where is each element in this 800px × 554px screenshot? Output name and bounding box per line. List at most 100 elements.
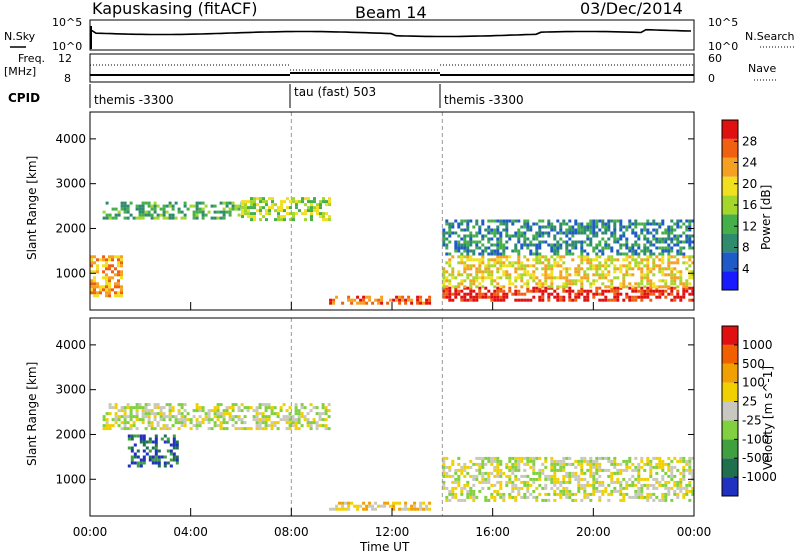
heatmap-cell [535, 258, 539, 262]
heatmap-cell [610, 231, 614, 235]
heatmap-cell [664, 295, 668, 299]
heatmap-cell [448, 234, 452, 238]
heatmap-cell [213, 204, 217, 208]
heatmap-cell [685, 483, 689, 487]
heatmap-cell [571, 240, 575, 244]
heatmap-cell [634, 495, 638, 499]
heatmap-cell [679, 225, 683, 229]
colorbar-swatch [722, 477, 738, 496]
heatmap-cell [445, 219, 449, 223]
station-title: Kapuskasing (fitACF) [92, 0, 257, 18]
heatmap-cell [204, 213, 208, 217]
heatmap-cell [114, 415, 118, 419]
heatmap-cell [610, 261, 614, 265]
heatmap-cell [156, 204, 160, 208]
heatmap-cell [559, 243, 563, 247]
heatmap-cell [646, 289, 650, 293]
heatmap-cell [460, 492, 464, 496]
heatmap-cell [466, 273, 470, 277]
heatmap-cell [535, 276, 539, 280]
heatmap-cell [565, 489, 569, 493]
heatmap-cell [586, 459, 590, 463]
heatmap-cell [595, 270, 599, 274]
heatmap-cell [347, 501, 351, 505]
heatmap-cell [111, 264, 114, 268]
heatmap-cell [685, 489, 689, 493]
heatmap-cell [637, 222, 641, 226]
heatmap-cell [445, 243, 449, 247]
heatmap-cell [598, 498, 602, 502]
heatmap-cell [508, 474, 512, 478]
heatmap-cell [673, 474, 677, 478]
heatmap-cell [661, 285, 665, 289]
heatmap-cell [481, 243, 485, 247]
heatmap-cell [661, 237, 665, 241]
heatmap-cell [499, 261, 503, 265]
heatmap-cell [138, 216, 142, 220]
heatmap-cell [622, 243, 626, 247]
heatmap-cell [120, 285, 123, 289]
heatmap-cell [117, 261, 120, 265]
heatmap-cell [484, 234, 488, 238]
heatmap-cell [532, 279, 536, 283]
heatmap-cell [428, 298, 432, 302]
heatmap-cell [622, 273, 626, 277]
heatmap-cell [577, 279, 581, 283]
heatmap-cell [514, 468, 518, 472]
heatmap-cell [664, 282, 668, 286]
heatmap-cell [640, 298, 644, 302]
heatmap-cell [511, 471, 515, 475]
heatmap-cell [655, 289, 659, 293]
heatmap-cell [673, 286, 677, 290]
heatmap-cell [631, 474, 635, 478]
heatmap-cell [658, 483, 662, 487]
heatmap-cell [493, 495, 497, 499]
heatmap-cell [250, 203, 253, 207]
heatmap-cell [285, 418, 289, 422]
heatmap-cell [670, 282, 674, 286]
heatmap-cell [277, 212, 280, 216]
heatmap-cell [613, 258, 617, 262]
heatmap-cell [219, 216, 223, 220]
heatmap-cell [691, 289, 695, 293]
heatmap-cell [469, 267, 473, 271]
heatmap-cell [676, 285, 680, 289]
heatmap-cell [310, 212, 313, 216]
heatmap-cell [147, 424, 151, 428]
heatmap-cell [499, 486, 503, 490]
heatmap-cell [162, 415, 166, 419]
heatmap-cell [105, 288, 108, 292]
heatmap-cell [646, 477, 650, 481]
heatmap-cell [610, 471, 614, 475]
heatmap-cell [413, 501, 417, 505]
heatmap-cell [163, 434, 167, 438]
heatmap-cell [661, 474, 665, 478]
heatmap-cell [514, 246, 518, 250]
heatmap-cell [532, 286, 536, 290]
heatmap-cell [646, 492, 650, 496]
heatmap-cell [664, 480, 668, 484]
heatmap-cell [670, 255, 674, 259]
heatmap-cell [604, 258, 608, 262]
heatmap-cell [592, 231, 596, 235]
heatmap-cell [183, 201, 187, 205]
heatmap-cell [568, 480, 572, 484]
heatmap-cell [583, 276, 587, 280]
heatmap-cell [568, 228, 572, 232]
heatmap-cell [145, 452, 149, 456]
heatmap-cell [120, 291, 123, 295]
heatmap-cell [469, 279, 473, 283]
heatmap-cell [466, 219, 470, 223]
heatmap-cell [195, 427, 199, 431]
heatmap-cell [580, 243, 584, 247]
heatmap-cell [135, 403, 139, 407]
heatmap-cell [105, 258, 108, 262]
heatmap-cell [565, 222, 569, 226]
heatmap-cell [622, 285, 626, 289]
heatmap-cell [511, 483, 515, 487]
heatmap-cell [328, 200, 331, 204]
heatmap-cell [562, 486, 566, 490]
heatmap-cell [592, 471, 596, 475]
heatmap-cell [610, 480, 614, 484]
velocity-colorbar-label: Velocity [m s^-1] [761, 366, 775, 470]
